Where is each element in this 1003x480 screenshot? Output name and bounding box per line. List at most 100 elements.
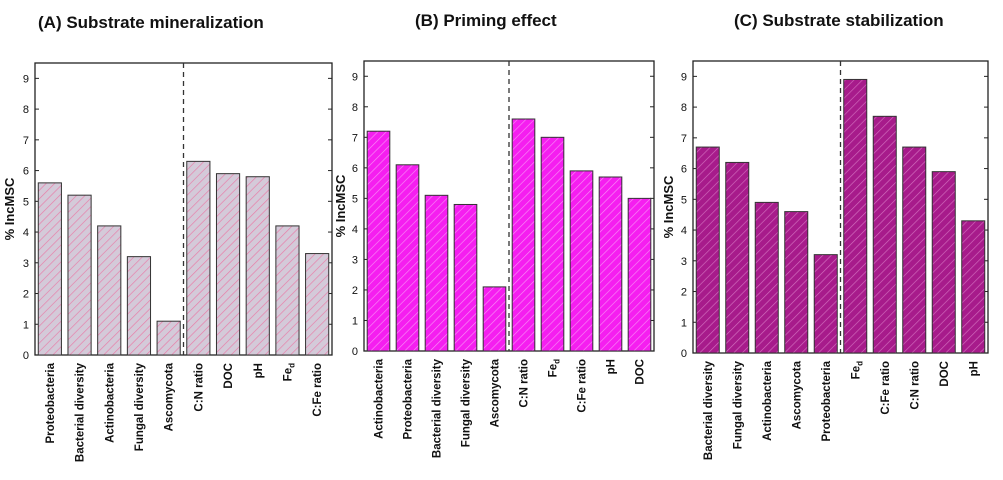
x-category-label: pH (968, 361, 980, 376)
panel-b-title: (B) Priming effect (415, 11, 557, 30)
x-category-label: C:N ratio (193, 363, 205, 412)
bar-c-fe-ratio (305, 253, 330, 356)
x-category-label: Proteobacteria (821, 360, 833, 441)
y-tick-label: 8 (23, 104, 29, 116)
bar-bacterial-diversity (424, 194, 449, 352)
y-tick-label: 5 (681, 194, 687, 206)
bar-fungal-diversity (453, 203, 478, 352)
x-category-label: Proteobacteria (403, 358, 415, 439)
x-category-label: Fungal diversity (732, 360, 744, 449)
y-tick-label: 3 (23, 258, 29, 270)
panel-substrate-mineralization: 0 1 2 3 4 5 6 7 8 9 % IncMSC Proteobacteria Bacteria… (2, 62, 333, 462)
x-category-label: Actinobacteria (374, 358, 386, 438)
x-category-label: C:Fe ratio (312, 363, 324, 417)
y-tick-label: 2 (352, 285, 358, 297)
x-category-label: Fed (850, 361, 864, 379)
y-tick-label: 1 (352, 315, 358, 327)
x-category-label: Fed (282, 363, 296, 381)
bar-ascomycota (784, 211, 809, 354)
y-axis-label: % IncMSC (661, 175, 676, 238)
y-tick-label: 5 (352, 193, 358, 205)
y-tick-label: 9 (23, 73, 29, 85)
x-category-label: Actinobacteria (762, 360, 774, 440)
x-category-label: DOC (635, 359, 647, 385)
bar-proteobacteria (395, 164, 420, 352)
y-tick-label: 1 (681, 317, 687, 329)
x-category-label: Actinobacteria (104, 362, 116, 442)
y-tick-label: 6 (352, 163, 358, 175)
x-category-label: Fungal diversity (134, 362, 146, 451)
y-tick-label: 4 (352, 224, 358, 236)
y-tick-label: 6 (23, 166, 29, 178)
bar-doc (215, 173, 241, 356)
y-tick-label: 8 (681, 102, 687, 114)
x-category-label: pH (253, 363, 265, 378)
y-tick-label: 2 (23, 289, 29, 301)
x-category-label: Proteobacteria (45, 362, 57, 443)
x-category-label: C:N ratio (519, 359, 531, 408)
panel-priming-effect: 0 1 2 3 4 5 6 7 8 9 % IncMSC Actinobacteria Proteoba… (333, 60, 655, 458)
y-tick-label: 0 (352, 346, 358, 358)
x-category-label: pH (606, 359, 618, 374)
bar-fed (275, 225, 300, 356)
x-category-label: Ascomycota (490, 358, 502, 427)
bar-c-n-ratio (511, 118, 536, 352)
y-tick-label: 0 (23, 350, 29, 362)
bar-fed (843, 78, 868, 354)
bar-fungal-diversity (725, 161, 750, 354)
y-axis-label: % IncMSC (2, 177, 17, 240)
bar-ascomycota (482, 286, 507, 352)
x-category-label: Bacterial diversity (703, 360, 715, 460)
x-category-label: Ascomycota (164, 362, 176, 431)
y-tick-label: 9 (681, 71, 687, 83)
bar-ph (245, 176, 270, 356)
x-category-label: Bacterial diversity (432, 358, 444, 458)
bar-actinobacteria (754, 201, 779, 354)
bar-c-n-ratio (902, 146, 927, 354)
y-tick-label: 2 (681, 287, 687, 299)
x-category-label: DOC (939, 361, 951, 387)
x-category-label: C:Fe ratio (577, 359, 589, 413)
bar-c-n-ratio (186, 160, 211, 356)
bar-fed (540, 136, 565, 352)
bar-actinobacteria (366, 130, 391, 352)
bar-bacterial-diversity (695, 146, 720, 354)
y-tick-label: 7 (681, 133, 687, 145)
y-tick-label: 5 (23, 196, 29, 208)
bar-ascomycota (156, 320, 181, 356)
x-category-label: Bacterial diversity (75, 362, 87, 462)
y-tick-label: 7 (23, 135, 29, 147)
x-category-label: Fed (548, 359, 562, 377)
bar-doc (931, 171, 956, 354)
x-category-label: Fungal diversity (461, 358, 473, 447)
bar-c-fe-ratio (569, 170, 594, 352)
y-tick-label: 8 (352, 102, 358, 114)
bar-proteobacteria (813, 254, 838, 354)
panel-substrate-stabilization: 0 1 2 3 4 5 6 7 8 9 % IncMSC Bacterial diversity Fun… (661, 60, 989, 460)
y-tick-label: 0 (681, 348, 687, 360)
y-tick-label: 6 (681, 164, 687, 176)
y-tick-label: 4 (681, 225, 687, 237)
bar-fungal-diversity (126, 256, 152, 356)
bar-proteobacteria (37, 182, 62, 356)
bar-ph (961, 220, 986, 354)
y-tick-label: 4 (23, 227, 29, 239)
bar-actinobacteria (97, 225, 122, 356)
bar-c-fe-ratio (872, 115, 897, 354)
y-axis-label: % IncMSC (333, 174, 348, 237)
panel-a-title: (A) Substrate mineralization (38, 13, 264, 32)
panel-c-title: (C) Substrate stabilization (734, 11, 944, 30)
x-category-label: Ascomycota (791, 360, 803, 429)
bar-bacterial-diversity (67, 194, 92, 356)
y-tick-label: 1 (23, 319, 29, 331)
bar-ph (598, 176, 623, 352)
y-tick-label: 7 (352, 132, 358, 144)
x-category-label: DOC (223, 363, 235, 389)
y-tick-label: 3 (352, 254, 358, 266)
x-category-label: C:Fe ratio (880, 361, 892, 415)
x-category-label: C:N ratio (909, 361, 921, 410)
y-tick-label: 9 (352, 71, 358, 83)
bar-doc (627, 197, 652, 352)
y-tick-label: 3 (681, 256, 687, 268)
